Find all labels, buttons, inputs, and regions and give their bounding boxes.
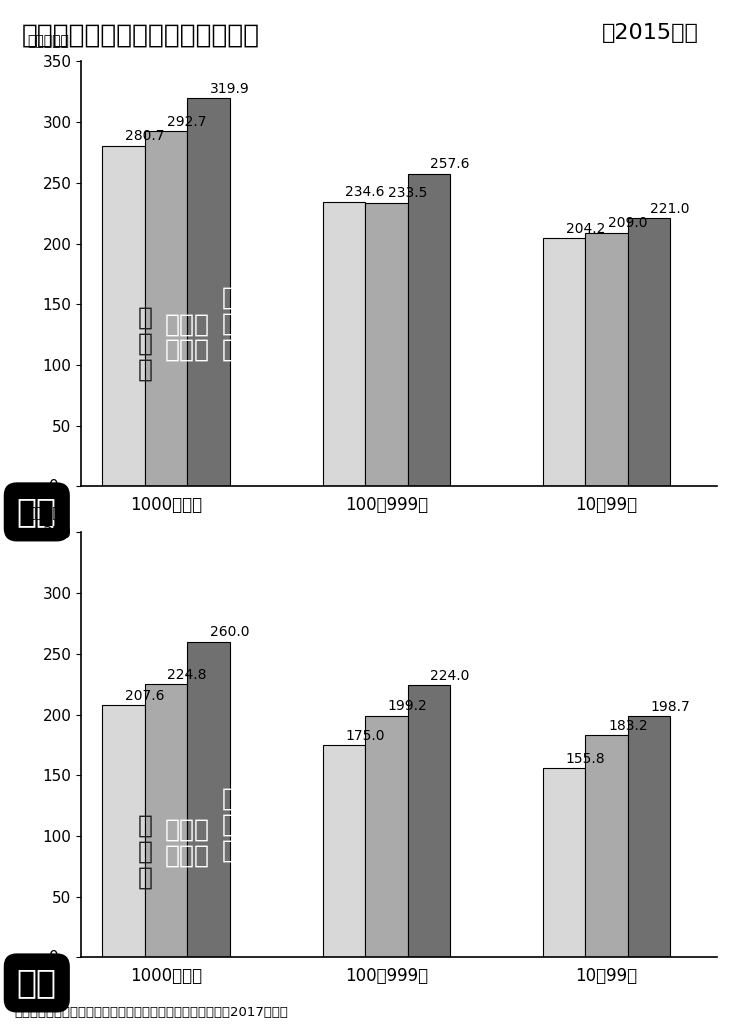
Bar [407,174,450,486]
Text: 独立行政法人労働政策研究・研修機構「ユースフル労働統計2017」から: 独立行政法人労働政策研究・研修機構「ユースフル労働統計2017」から [15,1006,289,1019]
Text: 高専・
短大卒: 高専・ 短大卒 [165,312,210,362]
Text: 高
校
卒: 高 校 卒 [137,305,152,381]
Text: 209.0: 209.0 [608,216,647,230]
Text: （百万円）: （百万円） [27,506,69,520]
Text: 0: 0 [50,479,59,494]
Bar [365,716,407,957]
Text: 224.0: 224.0 [430,669,469,683]
Bar [145,684,187,957]
Bar [365,203,407,486]
Text: 高
校
卒: 高 校 卒 [137,814,152,890]
Bar [543,768,585,957]
Bar [407,685,450,957]
Bar [103,706,145,957]
Text: 233.5: 233.5 [388,186,427,201]
Text: 207.6: 207.6 [125,689,165,702]
Bar [103,145,145,486]
Text: 234.6: 234.6 [345,185,385,199]
Text: 女性: 女性 [17,967,57,999]
Bar [585,735,628,957]
Text: 企業規模別、日本企業の生涯賃金: 企業規模別、日本企業の生涯賃金 [22,23,260,48]
Bar [145,131,187,486]
Text: （百万円）: （百万円） [27,35,69,49]
Text: 221.0: 221.0 [650,202,690,216]
Text: （2015年）: （2015年） [602,23,699,43]
Text: 319.9: 319.9 [210,82,250,95]
Text: 204.2: 204.2 [566,222,605,237]
Bar [323,745,365,957]
Bar [628,218,670,486]
Text: 198.7: 198.7 [650,699,690,714]
Text: 175.0: 175.0 [345,728,385,742]
Bar [187,642,230,957]
Text: 292.7: 292.7 [168,115,207,129]
Text: 199.2: 199.2 [388,699,427,713]
Text: 男性: 男性 [17,496,57,528]
Text: 0: 0 [50,950,59,965]
Text: 高専・
短大卒: 高専・ 短大卒 [165,818,210,867]
Text: 大
学
卒: 大 学 卒 [222,286,237,361]
Bar [187,98,230,486]
Bar [543,239,585,486]
Bar [628,716,670,957]
Text: 260.0: 260.0 [210,626,249,639]
Text: 大
学
卒: 大 学 卒 [222,787,237,863]
Text: 183.2: 183.2 [608,719,647,732]
Bar [585,232,628,486]
Text: 155.8: 155.8 [565,752,605,766]
Text: 224.8: 224.8 [168,668,207,682]
Text: 280.7: 280.7 [125,129,165,143]
Text: 257.6: 257.6 [430,158,470,171]
Bar [323,202,365,486]
